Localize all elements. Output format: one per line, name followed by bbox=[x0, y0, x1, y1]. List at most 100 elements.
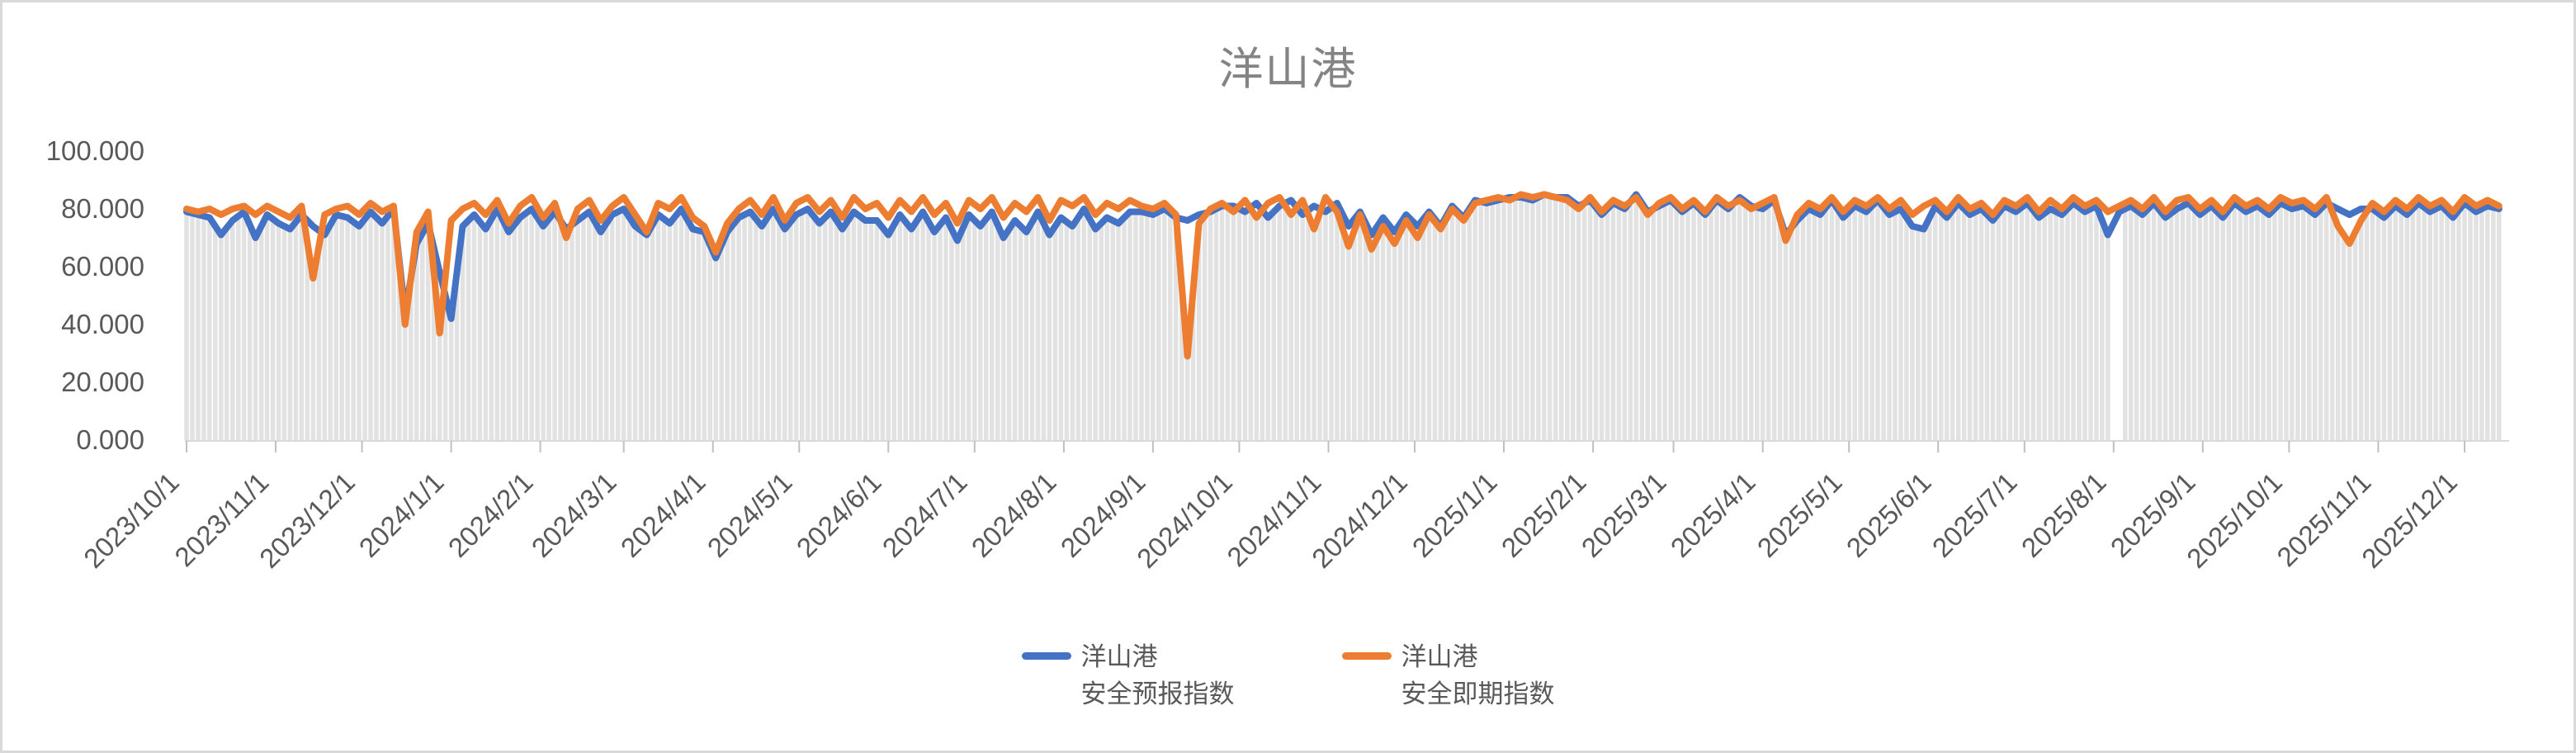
background-column bbox=[454, 272, 460, 440]
y-axis-label: 40.000 bbox=[61, 309, 144, 339]
background-column bbox=[1185, 356, 1190, 440]
background-column bbox=[806, 209, 811, 440]
background-column bbox=[1691, 203, 1696, 440]
background-column bbox=[1179, 285, 1184, 441]
background-column bbox=[270, 219, 276, 441]
background-column bbox=[2468, 207, 2473, 441]
background-column bbox=[1846, 211, 1851, 440]
background-column bbox=[1306, 215, 1311, 440]
background-column bbox=[333, 215, 338, 440]
background-column bbox=[1449, 209, 1455, 440]
background-column bbox=[345, 217, 350, 440]
background-column bbox=[1996, 213, 2002, 441]
background-column bbox=[1709, 207, 1713, 441]
background-column bbox=[938, 225, 943, 441]
background-column bbox=[1921, 229, 1926, 440]
background-column bbox=[707, 244, 712, 441]
background-column bbox=[328, 225, 333, 441]
background-column bbox=[765, 217, 770, 440]
background-column bbox=[523, 213, 528, 441]
background-column bbox=[362, 219, 367, 441]
background-column bbox=[2007, 209, 2013, 440]
background-column bbox=[2123, 209, 2128, 440]
background-column bbox=[477, 221, 483, 441]
background-column bbox=[2019, 207, 2025, 441]
background-column bbox=[1737, 200, 1742, 440]
background-column bbox=[2106, 234, 2110, 440]
background-column bbox=[816, 223, 822, 440]
background-column bbox=[1369, 249, 1374, 440]
background-column bbox=[748, 211, 753, 440]
background-column bbox=[2261, 210, 2266, 441]
background-column bbox=[2071, 203, 2076, 440]
background-column bbox=[2197, 215, 2203, 440]
background-column bbox=[1973, 211, 1978, 440]
background-column bbox=[598, 232, 603, 440]
background-column bbox=[1743, 204, 1748, 441]
background-column bbox=[483, 229, 489, 440]
background-column bbox=[2042, 213, 2047, 441]
background-column bbox=[460, 226, 466, 440]
background-column bbox=[2238, 207, 2243, 441]
background-column bbox=[719, 244, 724, 441]
background-column bbox=[1765, 204, 1771, 441]
background-column bbox=[190, 213, 195, 441]
background-column bbox=[1283, 206, 1288, 440]
background-column bbox=[990, 211, 995, 440]
y-axis-label: 100.000 bbox=[45, 135, 144, 166]
background-column bbox=[1352, 230, 1357, 441]
background-column bbox=[466, 220, 471, 440]
background-column bbox=[2266, 215, 2271, 440]
background-column bbox=[1703, 215, 1708, 440]
background-column bbox=[1817, 215, 1823, 440]
background-column bbox=[1190, 290, 1196, 440]
background-column bbox=[1202, 215, 1208, 441]
background-column bbox=[1288, 215, 1293, 440]
background-column bbox=[500, 220, 506, 440]
background-column bbox=[811, 215, 816, 441]
background-column bbox=[1064, 221, 1070, 441]
background-column bbox=[1616, 206, 1622, 440]
background-column bbox=[2387, 211, 2393, 440]
background-column bbox=[713, 258, 718, 440]
background-column bbox=[2347, 244, 2352, 440]
background-column bbox=[1122, 217, 1127, 440]
background-column bbox=[2151, 203, 2157, 440]
background-column bbox=[754, 219, 759, 441]
background-column bbox=[2439, 206, 2444, 440]
background-column bbox=[978, 226, 983, 440]
background-column bbox=[777, 219, 782, 441]
background-column bbox=[2220, 217, 2225, 440]
background-column bbox=[391, 209, 396, 440]
background-column bbox=[678, 209, 684, 440]
background-column bbox=[1151, 215, 1156, 440]
background-column bbox=[1099, 223, 1104, 440]
background-column bbox=[1420, 226, 1426, 440]
background-column bbox=[822, 217, 828, 440]
background-column bbox=[1933, 206, 1938, 440]
background-column bbox=[1990, 220, 1996, 440]
background-column bbox=[1542, 194, 1547, 440]
background-column bbox=[587, 211, 592, 440]
background-column bbox=[1771, 200, 1777, 440]
background-column bbox=[1041, 223, 1047, 440]
background-column bbox=[1397, 232, 1403, 440]
background-column bbox=[1645, 215, 1650, 440]
background-column bbox=[1081, 209, 1086, 440]
background-column bbox=[1271, 211, 1276, 440]
y-axis-label: 80.000 bbox=[61, 193, 144, 224]
background-column bbox=[644, 234, 650, 440]
background-column bbox=[2485, 206, 2490, 440]
background-column bbox=[230, 220, 235, 440]
background-column bbox=[2427, 211, 2432, 440]
y-axis-label: 20.000 bbox=[61, 367, 144, 397]
background-column bbox=[2284, 206, 2289, 440]
background-column bbox=[621, 209, 626, 440]
background-column bbox=[1668, 200, 1673, 440]
background-column bbox=[368, 211, 373, 440]
background-column bbox=[920, 211, 925, 440]
background-column bbox=[2129, 206, 2134, 440]
background-column bbox=[955, 240, 960, 440]
background-column bbox=[1174, 217, 1179, 440]
background-column bbox=[431, 272, 437, 440]
